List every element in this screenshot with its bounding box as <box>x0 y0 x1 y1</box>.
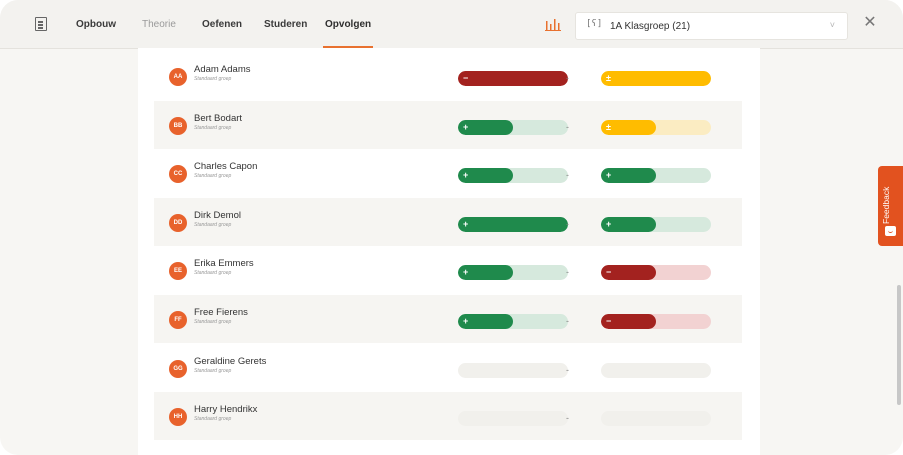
student-name: Charles Capon <box>194 161 258 173</box>
score-bar-2[interactable]: − <box>601 314 711 329</box>
bar-chart-icon[interactable] <box>545 17 561 31</box>
score-bar-1[interactable]: + <box>458 265 568 281</box>
score-sign: + <box>606 218 612 229</box>
student-group: Standaard groep <box>194 221 232 228</box>
student-row[interactable]: BB Bert Bodart Standaard groep + ± - <box>154 100 742 149</box>
chevron-down-icon: ˅ <box>829 20 835 30</box>
score-sign: ± <box>606 121 611 132</box>
score-bar-1[interactable]: − <box>458 71 568 86</box>
student-row[interactable]: DD Dirk Demol Standaard groep + + - <box>154 197 742 246</box>
score-bar-1[interactable]: + <box>458 119 568 135</box>
student-group: Standaard groep <box>194 173 232 180</box>
score-sign: + <box>463 316 469 326</box>
separator: - <box>566 73 569 83</box>
tab-opbouw[interactable]: Opbouw <box>76 19 116 30</box>
book-icon[interactable] <box>35 17 47 31</box>
student-row[interactable]: FF Free Fierens Standaard groep + − - <box>154 295 742 343</box>
student-name: Adam Adams <box>194 64 251 75</box>
score-bar-1[interactable]: + <box>458 314 568 329</box>
student-group: Standaard groep <box>194 319 232 325</box>
student-row[interactable]: EE Erika Emmers Standaard groep + − - <box>154 246 742 294</box>
score-bar-1[interactable] <box>458 362 568 378</box>
score-sign: − <box>606 267 612 278</box>
score-bar-fill: + <box>458 216 568 232</box>
feedback-button[interactable]: Feedback <box>878 166 903 246</box>
group-select[interactable]: [ʕ] 1A Klasgroep (21) ˅ <box>575 12 848 40</box>
group-icon: [ʕ] <box>586 19 603 29</box>
student-row[interactable]: CC Charles Capon Standaard groep + + - <box>154 149 742 197</box>
avatar: GG <box>169 359 187 378</box>
student-name: Geraldine Gerets <box>194 355 267 367</box>
score-bar-fill: − <box>601 265 656 281</box>
student-group: Standaard groep <box>194 416 232 423</box>
score-bar-fill: + <box>601 168 656 184</box>
separator: - <box>566 316 569 326</box>
student-row[interactable]: AA Adam Adams Standaard groep − ± - <box>154 52 742 100</box>
student-name: Free Fierens <box>194 307 248 318</box>
score-sign: + <box>606 170 612 181</box>
avatar: AA <box>169 68 187 86</box>
score-bar-2[interactable]: ± <box>601 71 711 86</box>
student-group: Standaard groep <box>194 270 232 277</box>
score-bar-2[interactable]: ± <box>601 119 711 135</box>
avatar: HH <box>169 408 187 427</box>
student-progress-list: AA Adam Adams Standaard groep − ± - BB Bert Bod… <box>138 48 760 455</box>
score-sign: − <box>606 316 612 326</box>
avatar: CC <box>169 165 187 184</box>
student-group: Standaard groep <box>194 76 232 82</box>
score-bar-2[interactable]: − <box>601 265 711 281</box>
close-button[interactable]: ✕ <box>863 14 877 31</box>
score-bar-fill: + <box>458 314 513 329</box>
score-sign: + <box>463 218 469 229</box>
tab-opvolgen[interactable]: Opvolgen <box>322 0 374 48</box>
score-bar-fill: ± <box>601 119 656 135</box>
avatar: FF <box>169 311 187 329</box>
score-bar-fill: + <box>601 216 656 232</box>
score-bar-fill: ± <box>601 71 711 86</box>
score-bar-2[interactable] <box>601 362 711 378</box>
separator: - <box>566 267 569 278</box>
student-name: Erika Emmers <box>194 258 254 270</box>
student-group: Standaard groep <box>194 367 232 374</box>
smiley-icon <box>885 226 896 236</box>
avatar: BB <box>169 116 187 135</box>
score-bar-1[interactable] <box>458 411 568 427</box>
avatar: DD <box>169 213 187 232</box>
student-name: Harry Hendrikx <box>194 404 258 416</box>
score-sign: − <box>463 73 469 83</box>
avatar: EE <box>169 262 187 281</box>
separator: - <box>566 413 569 424</box>
score-bar-fill: − <box>601 314 656 329</box>
score-bar-2[interactable]: + <box>601 216 711 232</box>
student-row[interactable]: GG Geraldine Gerets Standaard groep - <box>154 344 742 392</box>
score-bar-fill: + <box>458 119 513 135</box>
score-sign: + <box>463 121 469 132</box>
student-row[interactable]: HH Harry Hendrikx Standaard groep - <box>154 392 742 441</box>
separator: - <box>566 121 569 132</box>
student-group: Standaard groep <box>194 124 232 131</box>
separator: - <box>566 170 569 181</box>
score-sign: ± <box>606 73 611 83</box>
separator: - <box>566 218 569 229</box>
score-bar-fill: + <box>458 265 513 281</box>
top-navigation-bar: Opbouw Theorie Oefenen Studeren Opvolgen… <box>0 0 903 49</box>
tab-oefenen[interactable]: Oefenen <box>202 19 243 30</box>
student-name: Bert Bodart <box>194 112 243 124</box>
tab-studeren[interactable]: Studeren <box>264 19 308 30</box>
feedback-label: Feedback <box>881 186 891 224</box>
group-select-label: 1A Klasgroep (21) <box>610 21 691 32</box>
score-bar-1[interactable]: + <box>458 216 568 232</box>
tab-theorie[interactable]: Theorie <box>142 19 176 30</box>
student-name: Dirk Demol <box>194 209 241 221</box>
scrollbar[interactable] <box>897 285 901 405</box>
separator: - <box>566 364 569 375</box>
score-bar-fill: + <box>458 168 513 184</box>
score-sign: + <box>463 170 469 181</box>
score-sign: + <box>463 267 469 278</box>
score-bar-2[interactable] <box>601 411 711 427</box>
score-bar-fill: − <box>458 71 568 86</box>
score-bar-2[interactable]: + <box>601 168 711 184</box>
score-bar-1[interactable]: + <box>458 168 568 184</box>
